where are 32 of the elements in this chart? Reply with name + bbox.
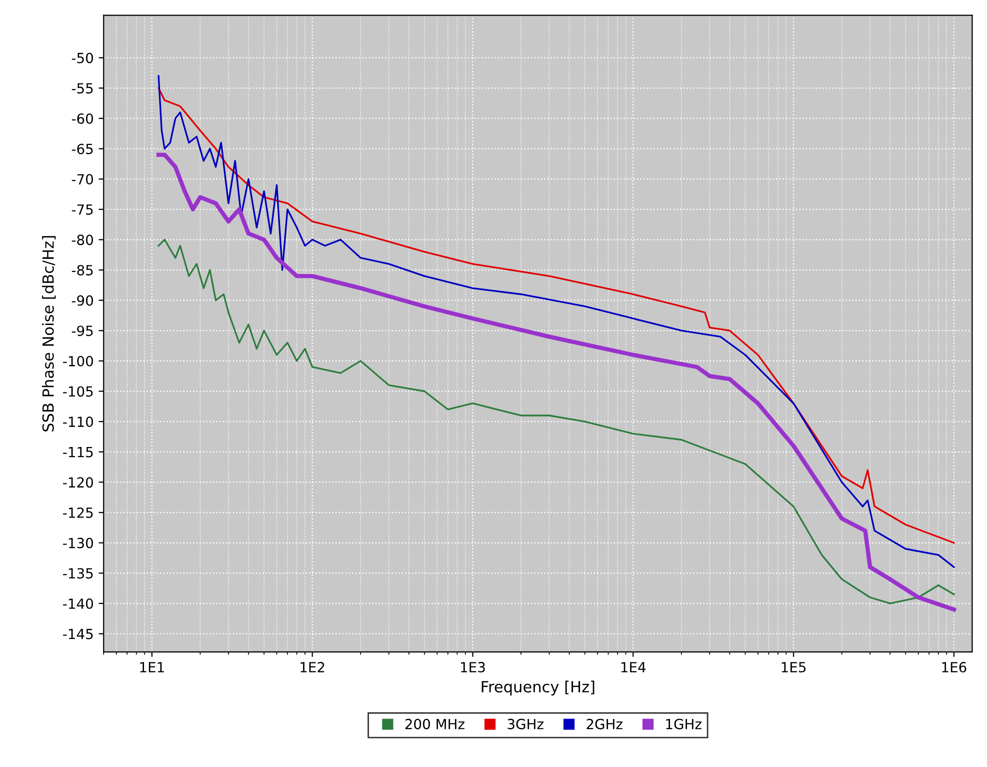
legend-label: 2GHz — [586, 718, 622, 730]
y-tick-label: -65 — [72, 144, 93, 154]
x-axis-title: Frequency [Hz] — [482, 680, 594, 696]
y-tick-label: -50 — [72, 52, 93, 64]
y-tick-label: -120 — [63, 477, 93, 488]
y-tick-label: -100 — [63, 356, 93, 366]
y-tick-label: -145 — [63, 628, 93, 640]
y-tick-label: -105 — [63, 386, 93, 397]
x-tick-label: 1E3 — [461, 662, 485, 672]
y-tick-label: -75 — [72, 204, 93, 215]
y-tick-label: -110 — [63, 416, 93, 428]
y-tick-label: -125 — [63, 507, 93, 518]
y-tick-label: -115 — [63, 447, 93, 458]
y-tick-label: -130 — [63, 538, 93, 548]
x-tick-label: 1E2 — [300, 662, 324, 672]
x-tick-label: 1E6 — [942, 662, 966, 672]
y-tick-label: -60 — [72, 113, 93, 124]
x-tick-label: 1E4 — [621, 662, 646, 672]
y-tick-label: -55 — [72, 83, 93, 94]
x-tick-label: 1E5 — [782, 662, 806, 672]
legend-label: 3GHz — [508, 718, 544, 730]
y-axis-title: SSB Phase Noise [dBc/Hz] — [42, 236, 56, 432]
y-tick-label: -70 — [72, 174, 93, 185]
y-tick-label: -90 — [72, 295, 93, 306]
x-tick-label: 1E1 — [140, 662, 164, 672]
y-tick-label: -135 — [63, 568, 93, 579]
y-tick-label: -85 — [72, 264, 93, 276]
y-tick-label: -140 — [63, 598, 93, 609]
legend-label: 200 MHz — [405, 718, 464, 730]
legend-label: 1GHz — [666, 718, 702, 730]
y-tick-label: -95 — [72, 326, 93, 336]
y-tick-label: -80 — [72, 234, 93, 246]
